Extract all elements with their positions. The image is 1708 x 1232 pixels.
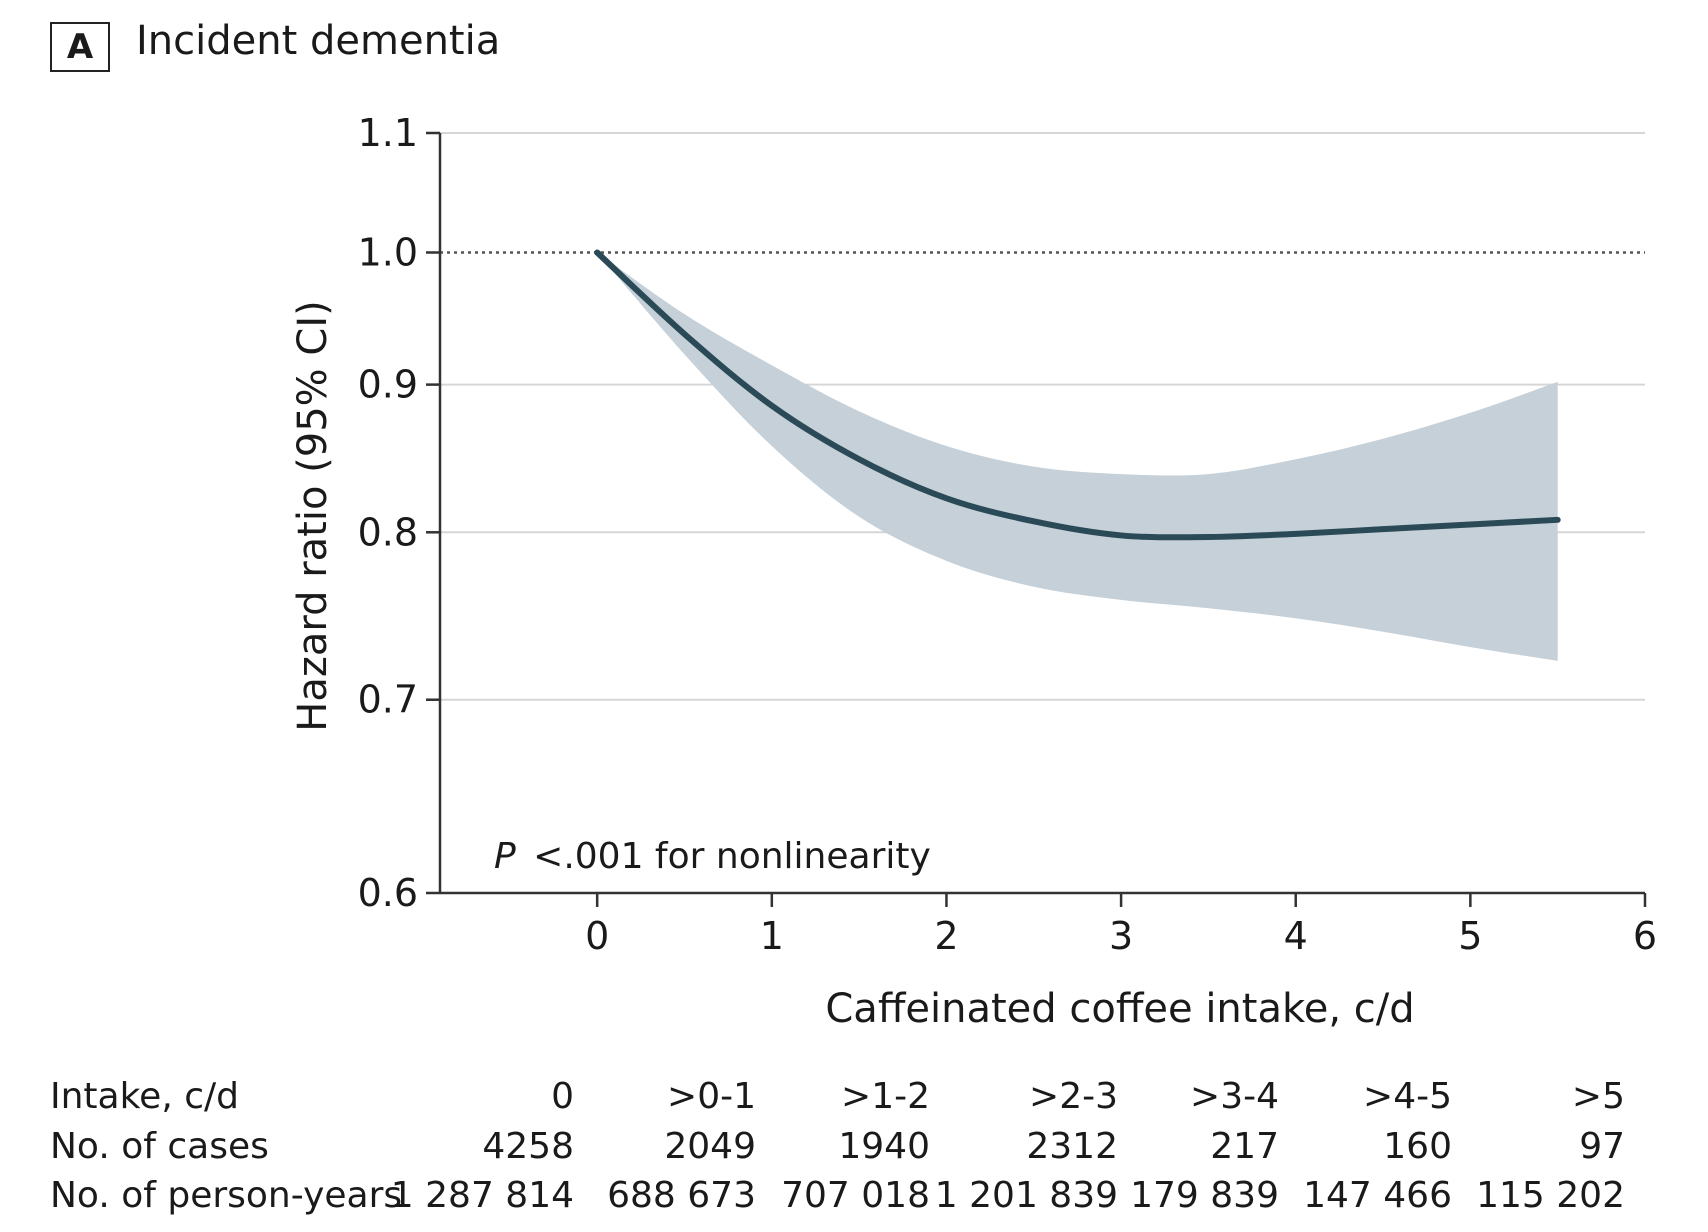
table-row-label: No. of person-years — [50, 1175, 402, 1216]
x-tick-label: 2 — [934, 914, 958, 958]
table-cell: 1940 — [838, 1126, 930, 1167]
table-cell: 1 287 814 — [391, 1175, 574, 1216]
table-cell: >3-4 — [1190, 1076, 1279, 1117]
y-tick-label: 0.7 — [358, 678, 418, 722]
table-cell: 4258 — [482, 1126, 574, 1167]
table-cell: 707 018 — [781, 1175, 930, 1216]
table-cell: 217 — [1210, 1126, 1279, 1167]
table-cell: >0-1 — [667, 1076, 756, 1117]
risk-table: Intake, c/d 0 >0-1 >1-2 >2-3 >3-4 >4-5 >5 No. of… — [50, 1076, 1625, 1216]
table-cell: >4-5 — [1363, 1076, 1452, 1117]
table-cell: 0 — [551, 1076, 574, 1117]
x-axis-title: Caffeinated coffee intake, c/d — [825, 986, 1414, 1032]
annotation-text: <.001 for nonlinearity — [533, 836, 931, 877]
table-cell: 147 466 — [1303, 1175, 1452, 1216]
x-tick-label: 6 — [1633, 914, 1657, 958]
table-cell: 160 — [1383, 1126, 1452, 1167]
x-tick-label: 1 — [760, 914, 784, 958]
table-cell: >2-3 — [1029, 1076, 1118, 1117]
table-cell: 1 201 839 — [935, 1175, 1118, 1216]
nonlinearity-annotation: P <.001 for nonlinearity — [494, 836, 931, 877]
x-tick-label: 5 — [1458, 914, 1482, 958]
panel-title: Incident dementia — [136, 18, 501, 64]
table-cell: >5 — [1572, 1076, 1625, 1117]
y-tick-label: 0.8 — [358, 510, 418, 554]
table-row-label: Intake, c/d — [50, 1076, 239, 1117]
table-cell: 115 202 — [1476, 1175, 1625, 1216]
y-tick-label: 0.9 — [358, 363, 418, 407]
y-tick-label: 1.0 — [358, 231, 418, 275]
y-axis-title: Hazard ratio (95% CI) — [290, 300, 336, 731]
axes — [426, 131, 1647, 907]
x-tick-label: 4 — [1284, 914, 1308, 958]
table-cell: 97 — [1579, 1126, 1625, 1167]
confidence-band — [597, 252, 1558, 661]
y-tick-label: 0.6 — [358, 871, 418, 915]
table-cell: >1-2 — [841, 1076, 930, 1117]
panel-badge: A — [50, 22, 110, 72]
table-cell: 2049 — [664, 1126, 756, 1167]
table-cell: 179 839 — [1130, 1175, 1279, 1216]
table-cell: 2312 — [1026, 1126, 1118, 1167]
y-tick-labels: 0.6 0.7 0.8 0.9 1.0 1.1 — [358, 111, 418, 915]
x-tick-label: 0 — [585, 914, 609, 958]
x-tick-label: 3 — [1109, 914, 1133, 958]
table-cell: 688 673 — [607, 1175, 756, 1216]
table-row-label: No. of cases — [50, 1126, 269, 1167]
annotation-p: P — [494, 836, 516, 877]
y-tick-label: 1.1 — [358, 111, 418, 155]
x-tick-labels: 0 1 2 3 4 5 6 — [585, 914, 1657, 958]
hazard-ratio-curve — [594, 249, 1561, 541]
